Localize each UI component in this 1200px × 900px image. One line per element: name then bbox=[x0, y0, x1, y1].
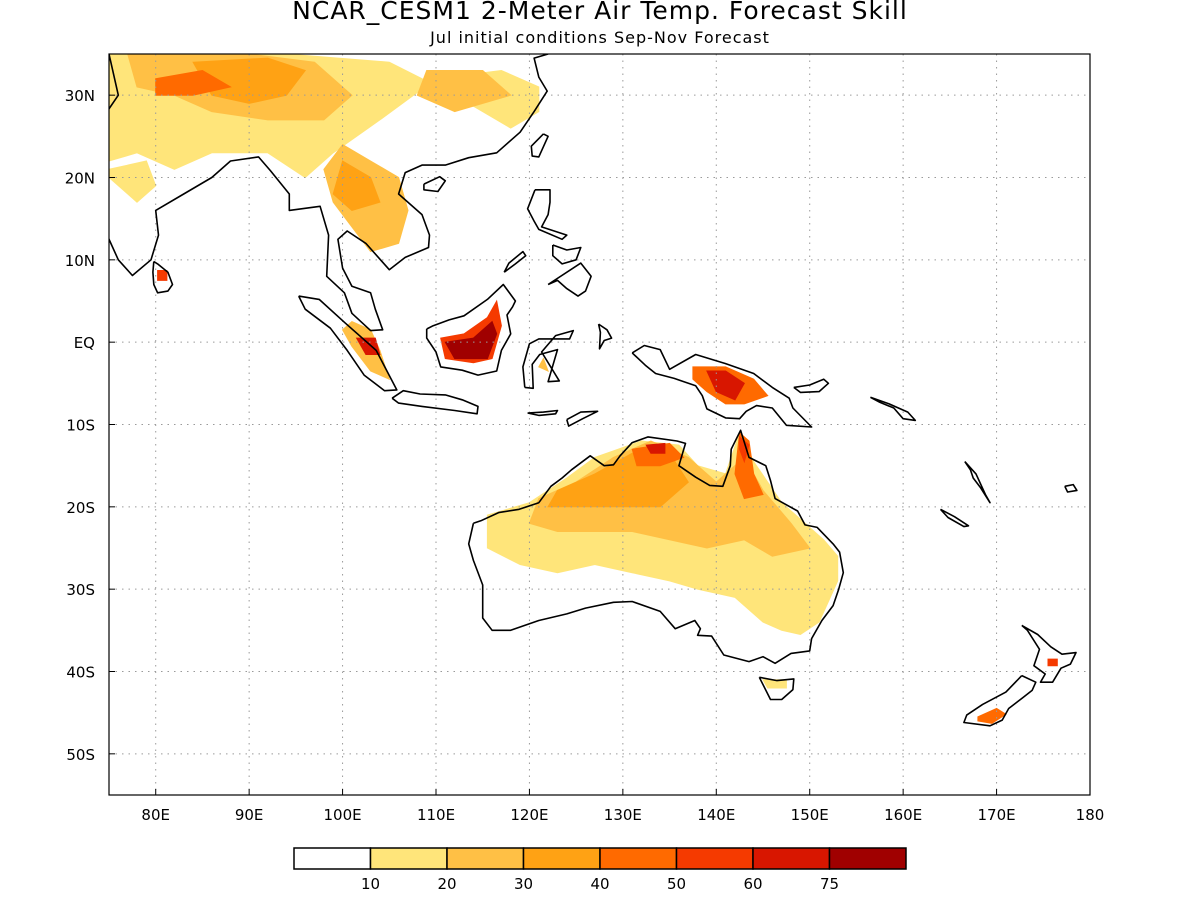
coastline-fiji bbox=[1064, 483, 1078, 493]
lat-label: EQ bbox=[74, 334, 95, 352]
coastline-hainan bbox=[423, 175, 447, 193]
map-subtitle: Jul initial conditions Sep-Nov Forecast bbox=[430, 28, 770, 47]
colorbar-swatch bbox=[828, 847, 907, 870]
coastline-borneo bbox=[425, 283, 517, 376]
lat-label: 40S bbox=[66, 664, 95, 682]
lat-label: 20N bbox=[65, 170, 95, 188]
coastline-java bbox=[391, 389, 479, 415]
coastline-halmahera bbox=[597, 323, 613, 350]
colorbar-label: 60 bbox=[743, 875, 762, 893]
lon-label: 110E bbox=[417, 806, 455, 824]
colorbar-swatch bbox=[446, 847, 525, 870]
coastline-palawan bbox=[503, 250, 527, 273]
lon-label: 80E bbox=[141, 806, 170, 824]
coastline-tasmania bbox=[758, 676, 795, 701]
coastline-solomons bbox=[870, 396, 917, 422]
coastline-timor bbox=[566, 410, 599, 427]
lon-label: 150E bbox=[791, 806, 829, 824]
coastline-new-caledonia bbox=[939, 508, 970, 528]
coastline-mindanao bbox=[547, 262, 592, 297]
coastline-layer bbox=[109, 54, 1078, 727]
colorbar-label: 75 bbox=[820, 875, 839, 893]
skill-region-19 bbox=[645, 442, 666, 454]
skill-region-24 bbox=[1047, 658, 1058, 667]
coastline-vanuatu bbox=[964, 461, 991, 504]
coastline-nz-south bbox=[963, 674, 1037, 727]
coastline-luzon bbox=[526, 189, 568, 241]
graticule-grid bbox=[109, 54, 1090, 795]
colorbar-label: 30 bbox=[514, 875, 533, 893]
colorbar-swatch bbox=[675, 847, 754, 870]
lon-label: 170E bbox=[978, 806, 1016, 824]
skill-shading-layer bbox=[109, 54, 1058, 724]
lon-label: 120E bbox=[510, 806, 548, 824]
lon-label: 90E bbox=[235, 806, 264, 824]
lon-label: 160E bbox=[884, 806, 922, 824]
coastline-nz-north bbox=[1021, 624, 1077, 684]
longitude-labels: 80E 90E 100E 110E 120E 130E 140E 150E 160E 170E 18… bbox=[141, 789, 1104, 824]
skill-region-4 bbox=[416, 70, 512, 113]
skill-region-25 bbox=[157, 270, 168, 281]
lon-label: 130E bbox=[604, 806, 642, 824]
coastline-new-britain bbox=[793, 378, 830, 394]
coastline-asia bbox=[109, 54, 549, 332]
coastline-flores bbox=[527, 409, 559, 417]
lat-label: 10S bbox=[66, 417, 95, 435]
plot-frame bbox=[108, 53, 1091, 796]
map-title: NCAR_CESM1 2-Meter Air Temp. Forecast Sk… bbox=[292, 0, 908, 25]
colorbar-swatch bbox=[369, 847, 448, 870]
coastline-australia bbox=[467, 429, 845, 665]
latitude-labels: 30N 20N 10N EQ 10S 20S 30S 40S 50S bbox=[65, 87, 115, 764]
coastline-sumatra bbox=[297, 295, 398, 392]
colorbar: 10 20 30 40 50 60 75 bbox=[293, 847, 907, 893]
colorbar-swatch bbox=[522, 847, 601, 870]
skill-region-14 bbox=[706, 370, 745, 401]
colorbar-swatch bbox=[293, 847, 372, 870]
coastline-visayas bbox=[551, 244, 582, 265]
colorbar-swatch bbox=[599, 847, 678, 870]
skill-region-12 bbox=[538, 357, 549, 372]
lat-label: 10N bbox=[65, 252, 95, 270]
skill-region-21 bbox=[739, 435, 750, 464]
coastline-taiwan bbox=[530, 133, 549, 158]
colorbar-label: 20 bbox=[437, 875, 456, 893]
lon-label: 140E bbox=[697, 806, 735, 824]
skill-region-6 bbox=[332, 160, 381, 211]
lon-label: 180 bbox=[1076, 806, 1105, 824]
skill-region-7 bbox=[155, 69, 232, 96]
colorbar-swatch bbox=[752, 847, 831, 870]
lat-label: 50S bbox=[66, 746, 95, 764]
lon-label: 100E bbox=[324, 806, 362, 824]
skill-region-11 bbox=[444, 320, 498, 360]
lat-label: 30N bbox=[65, 87, 95, 105]
colorbar-label: 50 bbox=[667, 875, 686, 893]
coastline-sri-lanka bbox=[152, 260, 174, 294]
skill-region-9 bbox=[355, 337, 381, 355]
coastline-sulawesi bbox=[522, 329, 575, 390]
lat-label: 20S bbox=[66, 499, 95, 517]
colorbar-label: 40 bbox=[590, 875, 609, 893]
coastline-new-guinea bbox=[631, 344, 813, 428]
skill-region-1 bbox=[109, 160, 157, 203]
colorbar-label: 10 bbox=[361, 875, 380, 893]
skill-region-23 bbox=[977, 707, 1007, 724]
lat-label: 30S bbox=[66, 581, 95, 599]
